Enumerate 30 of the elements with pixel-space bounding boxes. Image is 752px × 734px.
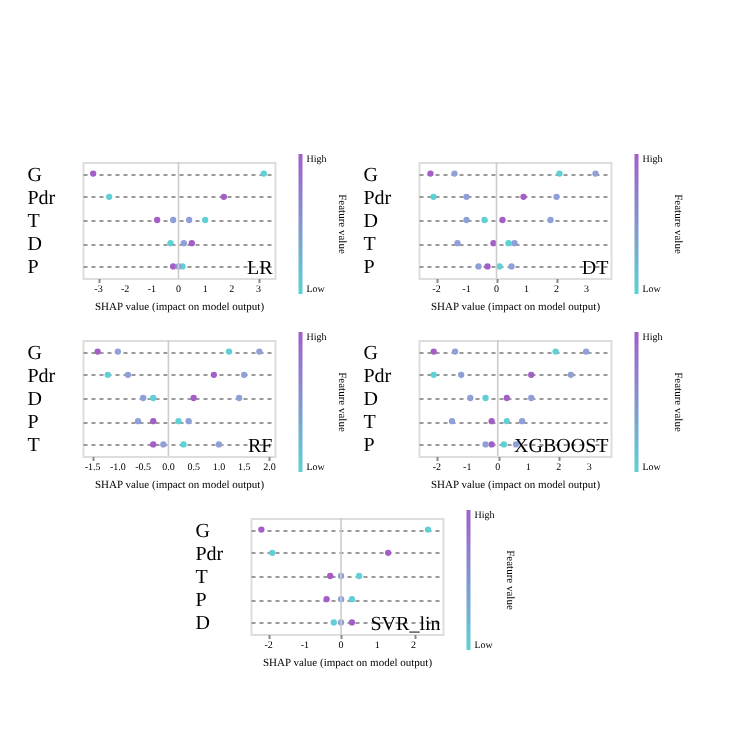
y-tick-label: T bbox=[363, 412, 376, 435]
text: SVR_lin bbox=[370, 614, 441, 636]
text: LR bbox=[246, 258, 274, 280]
y-tick-label: D bbox=[27, 389, 42, 411]
y-tick-label: G bbox=[27, 342, 42, 365]
y-tick-label: T bbox=[363, 234, 376, 257]
y-tick-label: T bbox=[27, 435, 40, 458]
y-tick-label: D bbox=[195, 613, 210, 636]
y-tick-label: T bbox=[195, 567, 208, 589]
y-tick-label: Pdr bbox=[363, 187, 393, 210]
y-tick-label: P bbox=[363, 435, 376, 458]
y-tick-label: G bbox=[27, 164, 42, 187]
y-tick-label: P bbox=[27, 257, 40, 280]
y-tick-label: G bbox=[363, 164, 378, 187]
y-tick-label: P bbox=[195, 590, 208, 613]
y-tick-label: D bbox=[363, 211, 378, 233]
y-tick-label: D bbox=[27, 234, 42, 257]
y-tick-label: Pdr bbox=[363, 365, 393, 388]
text: DT bbox=[581, 258, 609, 280]
text: RF bbox=[248, 436, 274, 458]
y-tick-label: P bbox=[27, 412, 40, 435]
y-tick-label: Pdr bbox=[27, 187, 57, 210]
y-tick-label: Pdr bbox=[195, 543, 225, 566]
y-tick-label: Pdr bbox=[27, 365, 57, 388]
y-tick-label: D bbox=[363, 389, 378, 411]
y-tick-label: G bbox=[363, 342, 378, 365]
text: XGBOOST bbox=[514, 436, 609, 458]
y-tick-label: G bbox=[195, 520, 210, 543]
y-tick-label: P bbox=[363, 257, 376, 280]
y-tick-label: T bbox=[27, 211, 40, 233]
